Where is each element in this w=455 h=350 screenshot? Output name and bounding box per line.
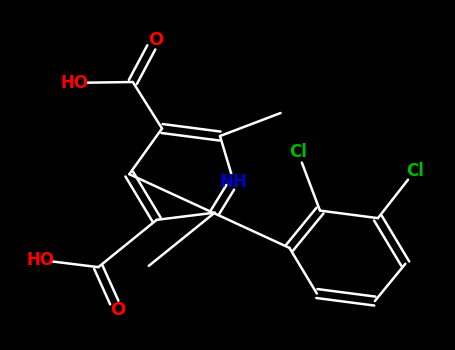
- Text: HO: HO: [26, 251, 55, 269]
- Text: Cl: Cl: [406, 162, 424, 180]
- Text: NH: NH: [220, 173, 248, 191]
- Text: O: O: [110, 301, 126, 319]
- Text: HO: HO: [61, 74, 89, 92]
- Text: Cl: Cl: [289, 143, 307, 161]
- Text: O: O: [148, 31, 163, 49]
